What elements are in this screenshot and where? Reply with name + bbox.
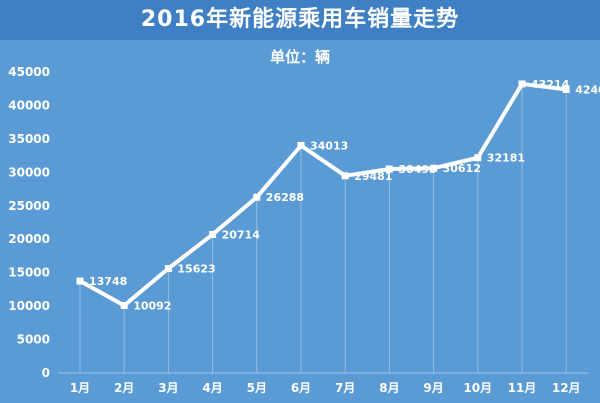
series-line bbox=[78, 81, 569, 308]
data-point bbox=[253, 193, 261, 201]
title-bar: 2016年新能源乘用车销量走势 bbox=[0, 0, 600, 40]
x-tick-label: 4月 bbox=[202, 381, 222, 395]
x-tick-label: 8月 bbox=[379, 381, 399, 395]
data-label: 30612 bbox=[443, 162, 481, 175]
data-label: 29481 bbox=[354, 170, 392, 183]
x-tick-label: 5月 bbox=[247, 381, 267, 395]
x-tick-label: 7月 bbox=[335, 381, 355, 395]
data-label: 20714 bbox=[222, 228, 261, 241]
data-point bbox=[385, 165, 393, 173]
x-tick-label: 2月 bbox=[114, 381, 134, 395]
x-tick-label: 11月 bbox=[508, 381, 537, 395]
data-label: 10092 bbox=[133, 299, 171, 312]
y-tick-label: 30000 bbox=[8, 165, 50, 179]
data-label: 43214 bbox=[531, 78, 570, 91]
x-tick-label: 1月 bbox=[70, 381, 90, 395]
x-tick-label: 12月 bbox=[552, 381, 581, 395]
chart-title: 2016年新能源乘用车销量走势 bbox=[140, 7, 460, 32]
y-tick-label: 25000 bbox=[8, 199, 50, 213]
data-label: 26288 bbox=[266, 191, 304, 204]
data-point bbox=[474, 154, 482, 162]
data-point bbox=[209, 230, 217, 238]
y-tick-label: 0 bbox=[42, 366, 50, 380]
y-tick-label: 5000 bbox=[17, 333, 50, 347]
data-point bbox=[297, 141, 305, 149]
data-point bbox=[341, 172, 349, 180]
data-point bbox=[518, 80, 526, 88]
data-point bbox=[430, 164, 438, 172]
y-tick-label: 20000 bbox=[8, 232, 50, 246]
data-point bbox=[76, 277, 84, 285]
y-tick-label: 45000 bbox=[8, 65, 50, 79]
y-tick-label: 35000 bbox=[8, 132, 50, 146]
data-label: 42403 bbox=[575, 83, 600, 96]
data-point bbox=[120, 301, 128, 309]
chart-subtitle: 单位：辆 bbox=[269, 48, 330, 66]
data-label: 13748 bbox=[89, 275, 127, 288]
data-label: 32181 bbox=[487, 152, 525, 165]
data-label: 15623 bbox=[177, 262, 215, 275]
y-tick-label: 15000 bbox=[8, 266, 50, 280]
data-label: 30495 bbox=[398, 163, 436, 176]
y-tick-label: 40000 bbox=[8, 98, 50, 112]
x-tick-label: 3月 bbox=[158, 381, 178, 395]
data-point bbox=[164, 264, 172, 272]
data-label: 34013 bbox=[310, 139, 348, 152]
x-tick-label: 6月 bbox=[291, 381, 311, 395]
data-point bbox=[562, 85, 570, 93]
x-tick-label: 10月 bbox=[463, 381, 492, 395]
x-tick-label: 9月 bbox=[423, 381, 443, 395]
y-tick-label: 10000 bbox=[8, 299, 50, 313]
